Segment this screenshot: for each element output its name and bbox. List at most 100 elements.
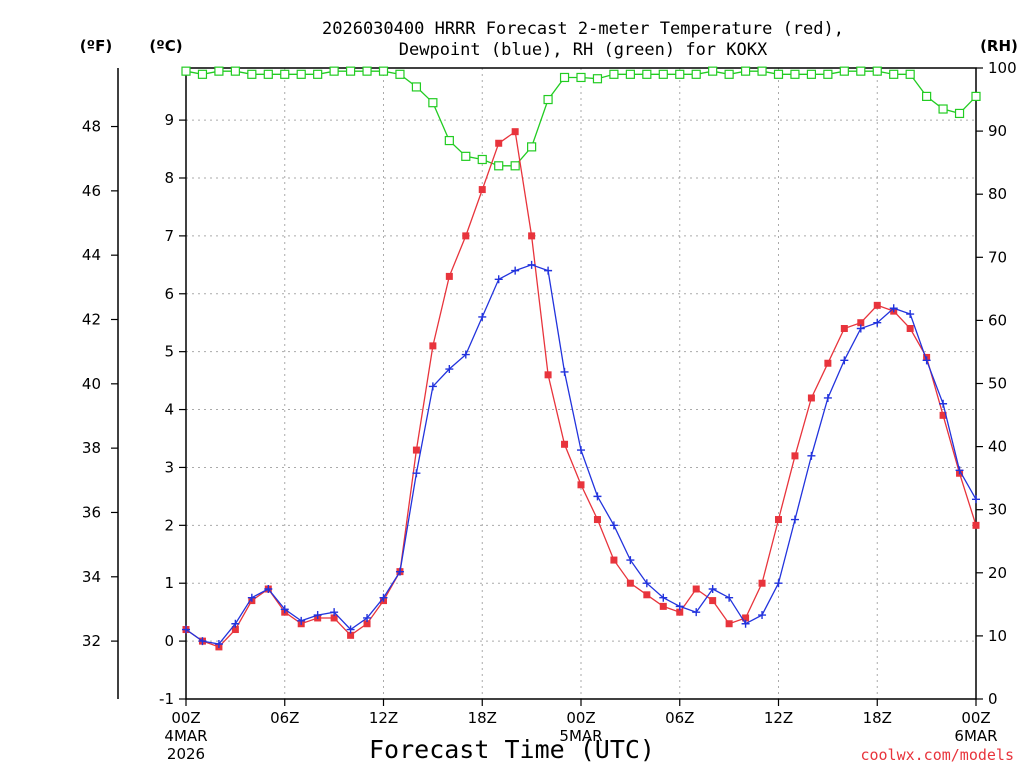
rh-point xyxy=(757,66,767,76)
dewpoint-point xyxy=(313,611,322,620)
x-tick-label: 00Z xyxy=(171,709,200,727)
rh-point xyxy=(345,66,356,76)
rh-point xyxy=(378,66,389,76)
celsius-tick-label: -1 xyxy=(159,690,174,708)
rh-point xyxy=(576,72,586,83)
series-lines xyxy=(181,66,981,651)
temperature-point xyxy=(626,579,634,587)
rh-point xyxy=(230,66,240,76)
rh-point xyxy=(708,66,718,76)
temperature-point xyxy=(462,232,470,240)
rh-point xyxy=(527,142,537,152)
celsius-tick-label: 9 xyxy=(164,111,174,129)
temperature-point xyxy=(906,325,914,333)
grid-lines xyxy=(186,68,976,699)
credit-text: coolwx.com/models xyxy=(860,746,1014,764)
rh-tick-label: 80 xyxy=(988,185,1007,203)
temperature-point xyxy=(363,620,371,628)
dewpoint-point xyxy=(840,356,849,365)
rh-point xyxy=(724,69,734,79)
dewpoint-point xyxy=(231,619,240,628)
temperature-point xyxy=(873,301,881,309)
fahrenheit-tick-label: 44 xyxy=(82,246,101,264)
dewpoint-point xyxy=(478,312,487,321)
rh-point xyxy=(691,69,701,79)
temperature-point xyxy=(495,139,503,147)
rh-point xyxy=(773,69,784,79)
dewpoint-point xyxy=(675,602,684,611)
dewpoint-point xyxy=(461,350,470,359)
temperature-point xyxy=(725,620,733,628)
dewpoint-point xyxy=(823,393,832,402)
temperature-point xyxy=(659,602,667,610)
rh-point xyxy=(214,66,224,76)
temperature-point xyxy=(412,446,420,454)
x-tick-label: 18Z xyxy=(468,709,497,727)
temperature-point xyxy=(791,452,799,460)
temperature-point xyxy=(709,597,717,605)
rh-point xyxy=(543,94,553,105)
x-tick-label: 00Z xyxy=(566,709,595,727)
dewpoint-point xyxy=(807,451,816,460)
celsius-tick-label: 5 xyxy=(164,343,174,361)
dewpoint-point xyxy=(642,579,651,588)
rh-tick-label: 20 xyxy=(988,564,1007,582)
fahrenheit-tick-label: 34 xyxy=(82,568,101,586)
chart-title-line1: 2026030400 HRRR Forecast 2-meter Tempera… xyxy=(322,19,844,39)
celsius-tick-label: 0 xyxy=(164,632,174,650)
temperature-point xyxy=(478,186,486,194)
rh-tick-label: 40 xyxy=(988,438,1007,456)
rh-point xyxy=(428,98,438,108)
temperature-point xyxy=(807,394,815,402)
dewpoint-point xyxy=(972,495,980,504)
dewpoint-point xyxy=(560,367,569,376)
temperature-point xyxy=(561,440,569,448)
rh-point xyxy=(263,69,273,79)
rh-point xyxy=(592,74,603,84)
temperature-point xyxy=(347,631,355,639)
dewpoint-point xyxy=(889,304,898,313)
x-tick-label: 06Z xyxy=(665,709,694,727)
fahrenheit-tick-label: 38 xyxy=(82,439,101,457)
dewpoint-point xyxy=(725,593,734,602)
x-tick-year: 2026 xyxy=(167,745,205,763)
x-tick-label: 00Z xyxy=(961,709,990,727)
temperature-point xyxy=(972,521,980,529)
rh-point xyxy=(839,66,849,76)
rh-tick-label: 30 xyxy=(988,501,1007,519)
rh-tick-label: 90 xyxy=(988,122,1007,140)
x-tick-label: 12Z xyxy=(764,709,793,727)
temperature-point xyxy=(857,319,865,327)
series-line-temperature xyxy=(185,130,977,648)
dewpoint-point xyxy=(873,318,882,327)
dewpoint-point xyxy=(774,579,783,588)
rh-point xyxy=(280,69,290,79)
rh-point xyxy=(905,69,915,79)
dewpoint-point xyxy=(346,625,355,634)
rh-point xyxy=(642,69,652,79)
x-tick-label: 06Z xyxy=(270,709,299,727)
temperature-point xyxy=(758,579,766,587)
temperature-point xyxy=(824,359,832,367)
chart-title-line2: Dewpoint (blue), RH (green) for KOKX xyxy=(399,40,768,60)
rh-point xyxy=(362,66,372,76)
rh-point xyxy=(197,69,208,79)
dewpoint-point xyxy=(527,260,536,269)
dewpoint-point xyxy=(906,310,915,319)
rh-point xyxy=(806,69,817,79)
celsius-tick-label: 2 xyxy=(164,516,174,534)
rh-point xyxy=(856,66,866,76)
rh-point xyxy=(477,154,487,165)
temperature-point xyxy=(593,516,601,524)
fahrenheit-tick-label: 40 xyxy=(82,375,101,393)
fahrenheit-tick-label: 48 xyxy=(82,118,101,136)
dewpoint-point xyxy=(182,625,190,634)
temperature-point xyxy=(775,516,782,524)
dewpoint-point xyxy=(214,640,223,649)
rh-point xyxy=(625,69,635,79)
celsius-tick-label: 7 xyxy=(164,227,174,245)
dewpoint-point xyxy=(758,611,767,620)
temperature-point xyxy=(544,371,552,379)
rh-point xyxy=(510,161,520,171)
